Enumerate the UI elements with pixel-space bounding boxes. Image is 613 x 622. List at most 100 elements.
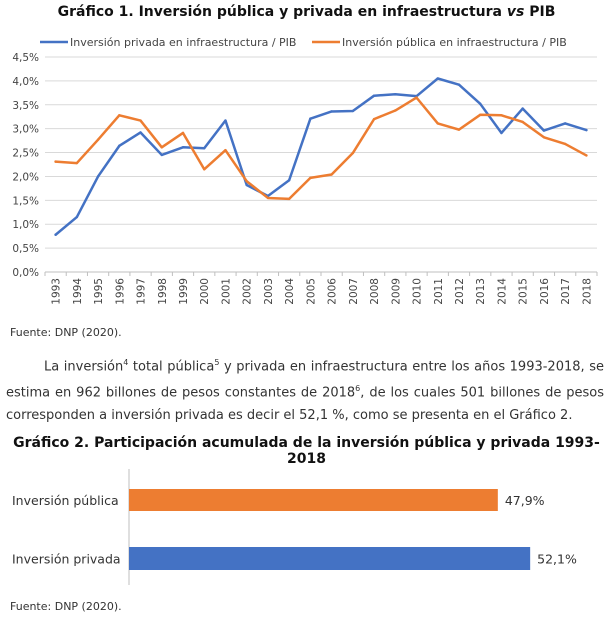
data-point-public [479, 113, 482, 117]
x-tick-label: 1994 [72, 278, 84, 305]
data-point-public [500, 114, 503, 117]
y-tick-label: 1,5% [12, 195, 39, 207]
data-point-private [479, 102, 482, 106]
data-point-private [287, 179, 291, 182]
x-tick-label: 2012 [454, 278, 466, 305]
data-point-public [394, 109, 397, 112]
data-point-private [521, 107, 524, 110]
y-tick-label: 3,5% [12, 100, 39, 112]
data-point-private [160, 153, 163, 157]
x-tick-label: 2001 [220, 278, 232, 305]
paragraph-text-4: , de los cuales 501 billones de pesos co… [6, 385, 605, 423]
series-line-public [54, 96, 588, 201]
footnote-ref-6[interactable]: 6 [355, 384, 361, 394]
x-tick-label: 2011 [433, 278, 445, 305]
x-tick-label: 2013 [475, 278, 487, 305]
footnote-ref-4[interactable]: 4 [123, 358, 129, 367]
x-tick-label: 2004 [284, 278, 296, 305]
data-point-public [436, 122, 439, 125]
data-point-private [542, 129, 546, 132]
x-tick-label: 2010 [412, 278, 424, 305]
data-point-public [75, 161, 79, 165]
x-tick-label: 2018 [581, 278, 593, 305]
y-tick-label: 2,5% [12, 148, 39, 160]
data-point-public [224, 148, 227, 152]
x-tick-label: 2008 [369, 278, 381, 305]
paragraph-text-3: y privada en infraestructura entre los a… [6, 359, 604, 401]
y-tick-label: 4,0% [12, 76, 39, 88]
data-point-public [54, 160, 57, 163]
data-point-private [500, 131, 503, 135]
x-tick-label: 2015 [518, 278, 530, 305]
data-point-public [118, 114, 121, 117]
x-tick-label: 2003 [263, 278, 275, 305]
line-chart: 0,0% 0,5% 1,0% 1,5% 2,0% 2,5% 3,0% 3,5% 4,0% 4,5%… [12, 36, 598, 305]
data-point-private [139, 131, 142, 134]
x-tick-label: 2006 [327, 278, 339, 305]
data-point-public [309, 176, 312, 180]
bar-private [129, 547, 531, 570]
y-tick-label: 2,0% [12, 171, 39, 183]
x-tick-label: 2007 [348, 278, 360, 305]
chart1-source: Fuente: DNP (2020). [10, 326, 122, 339]
data-point-private [436, 77, 439, 80]
bar-public [129, 489, 498, 511]
data-point-private [118, 144, 121, 148]
bar-chart: Inversión pública 47,9% Inversión privada 5… [12, 469, 577, 585]
x-tick-label: 2016 [539, 278, 551, 305]
x-tick-label: 1993 [51, 278, 63, 305]
body-paragraph: La inversión4 total pública5 y privada e… [6, 352, 604, 427]
chart1-title-suffix: PIB [529, 4, 556, 20]
data-point-public [330, 173, 333, 176]
value-label-public: 47,9% [505, 493, 545, 508]
y-tick-label: 3,0% [12, 124, 39, 136]
chart1-title-vs: vs [506, 4, 525, 20]
data-point-public [457, 128, 461, 131]
data-point-public [266, 196, 270, 200]
data-point-private [351, 109, 355, 113]
data-point-private [96, 175, 100, 178]
data-point-public [415, 96, 418, 99]
chart1-title: Gráfico 1. Inversión pública y privada e… [0, 4, 613, 20]
data-point-public [139, 119, 142, 122]
data-point-private [585, 128, 588, 132]
x-tick-label: 2017 [560, 278, 572, 305]
data-point-private [330, 110, 333, 113]
paragraph-text-2: total pública [128, 359, 215, 375]
data-point-public [245, 180, 248, 183]
y-tick-label: 1,0% [12, 219, 39, 231]
legend-label-private: Inversión privada en infraestructura / P… [70, 36, 296, 49]
data-point-private [181, 146, 185, 149]
data-point-public [542, 136, 546, 139]
data-point-private [457, 83, 461, 86]
data-point-private [54, 233, 57, 236]
data-point-private [245, 183, 248, 187]
series-line-private [54, 77, 588, 236]
x-tick-label: 1997 [136, 278, 148, 305]
value-label-private: 52,1% [537, 552, 577, 567]
chart2-source: Fuente: DNP (2020). [10, 600, 122, 613]
category-label-private: Inversión privada [12, 552, 121, 567]
data-point-public [521, 120, 524, 124]
chart1-title-main: Gráfico 1. Inversión pública y privada e… [57, 4, 502, 20]
x-tick-label: 2009 [390, 278, 402, 305]
data-point-public [287, 197, 291, 201]
data-point-private [372, 94, 376, 97]
footnote-ref-5[interactable]: 5 [214, 358, 220, 367]
x-tick-label: 2002 [242, 278, 254, 305]
y-tick-label: 0,0% [12, 267, 39, 279]
x-tick-label: 1996 [114, 278, 126, 305]
y-tick-label: 0,5% [12, 243, 39, 255]
data-point-private [203, 147, 206, 150]
x-tick-label: 2000 [199, 278, 211, 305]
legend-label-public: Inversión pública en infraestructura / P… [342, 36, 567, 49]
category-label-public: Inversión pública [12, 493, 119, 508]
data-point-public [181, 131, 185, 135]
data-point-public [203, 168, 206, 171]
x-tick-label: 1998 [157, 278, 169, 305]
data-point-private [309, 117, 312, 120]
data-point-public [160, 146, 163, 149]
data-point-private [394, 93, 397, 96]
x-tick-label: 1995 [93, 278, 105, 305]
data-point-public [372, 117, 376, 121]
